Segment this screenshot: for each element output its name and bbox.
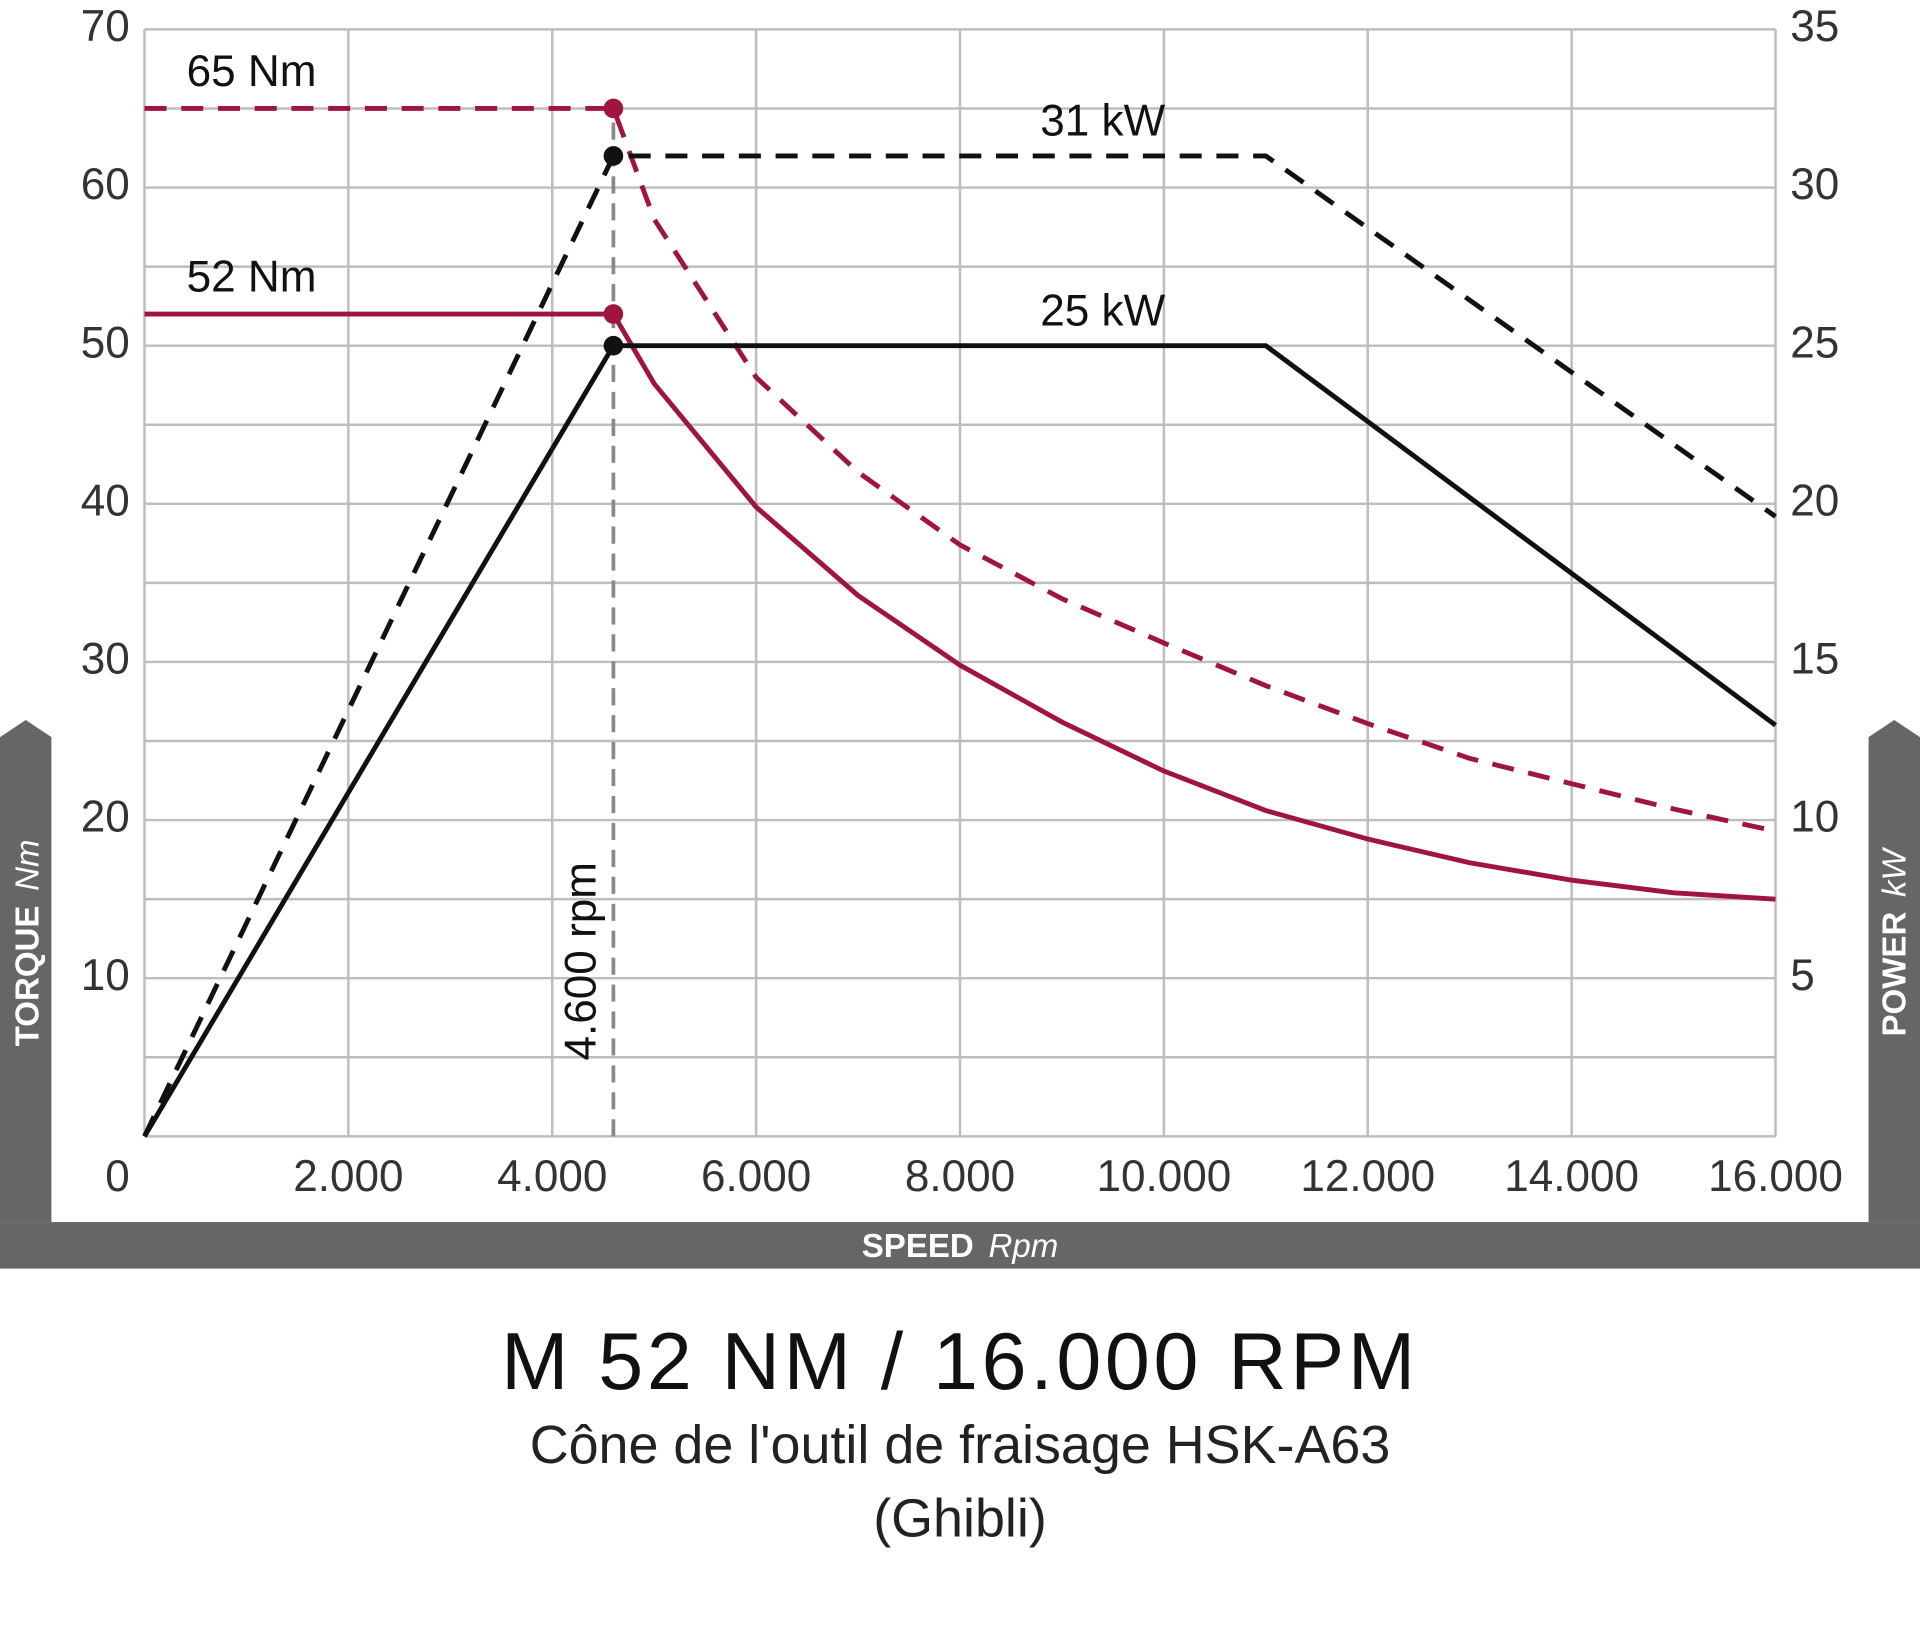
x-tick-label: 8.000 <box>905 1152 1015 1201</box>
y2-tick-label: 20 <box>1790 476 1839 525</box>
chart-title: M 52 NM / 16.000 RPM <box>501 1317 1419 1407</box>
axis-title-unit: Rpm <box>988 1228 1058 1265</box>
axis-title-unit: Nm <box>9 839 46 890</box>
axis-title-main: POWER <box>1876 912 1913 1037</box>
series-label: 31 kW <box>1040 97 1165 146</box>
point-marker <box>603 304 624 324</box>
axis-title-main: TORQUE <box>9 906 46 1047</box>
series-label: 65 Nm <box>187 47 317 96</box>
x-tick-label: 4.000 <box>497 1152 607 1201</box>
x-tick-label: 10.000 <box>1096 1152 1231 1201</box>
series-label: 52 Nm <box>187 252 317 301</box>
subtitle: (Ghibli) <box>873 1488 1047 1548</box>
series-label: 25 kW <box>1040 286 1165 335</box>
y2-tick-label: 5 <box>1790 951 1815 1000</box>
y-tick-label: 60 <box>81 160 130 209</box>
y-tick-label: 10 <box>81 951 130 1000</box>
series-line <box>142 153 1777 1138</box>
y-axis-title: TORQUE Nm <box>9 839 46 1046</box>
y-tick-label: 20 <box>81 793 130 842</box>
y2-tick-label: 30 <box>1790 160 1839 209</box>
axis-title-main: SPEED <box>862 1228 974 1265</box>
y2-tick-label: 25 <box>1790 318 1839 367</box>
series-line <box>144 311 1776 902</box>
point-marker <box>603 335 624 356</box>
bottom-axis-bar <box>0 1222 1920 1269</box>
y2-axis-title: POWER kW <box>1876 846 1913 1036</box>
left-axis-bar <box>0 720 52 1223</box>
x-tick-label: 12.000 <box>1300 1152 1435 1201</box>
y-tick-label: 30 <box>81 635 130 684</box>
x-tick-label: 14.000 <box>1504 1152 1639 1201</box>
y2-tick-label: 10 <box>1790 793 1839 842</box>
x-tick-label: 0 <box>105 1152 130 1201</box>
y2-tick-label: 35 <box>1790 2 1839 51</box>
x-tick-label: 6.000 <box>701 1152 811 1201</box>
series-line <box>142 343 1777 1138</box>
y2-tick-label: 15 <box>1790 635 1839 684</box>
x-tick-label: 2.000 <box>293 1152 403 1201</box>
right-axis-bar <box>1868 720 1920 1223</box>
reference-label: 4.600 rpm <box>557 862 606 1060</box>
x-axis-title: SPEED Rpm <box>862 1228 1059 1265</box>
y-tick-label: 50 <box>81 318 130 367</box>
axis-title-unit: kW <box>1876 846 1913 897</box>
x-tick-label: 16.000 <box>1708 1152 1843 1201</box>
subtitle: Cône de l'outil de fraisage HSK-A63 <box>530 1415 1391 1475</box>
y-tick-label: 70 <box>81 2 130 51</box>
point-marker <box>603 98 624 119</box>
point-marker <box>603 146 624 166</box>
y-tick-label: 40 <box>81 476 130 525</box>
